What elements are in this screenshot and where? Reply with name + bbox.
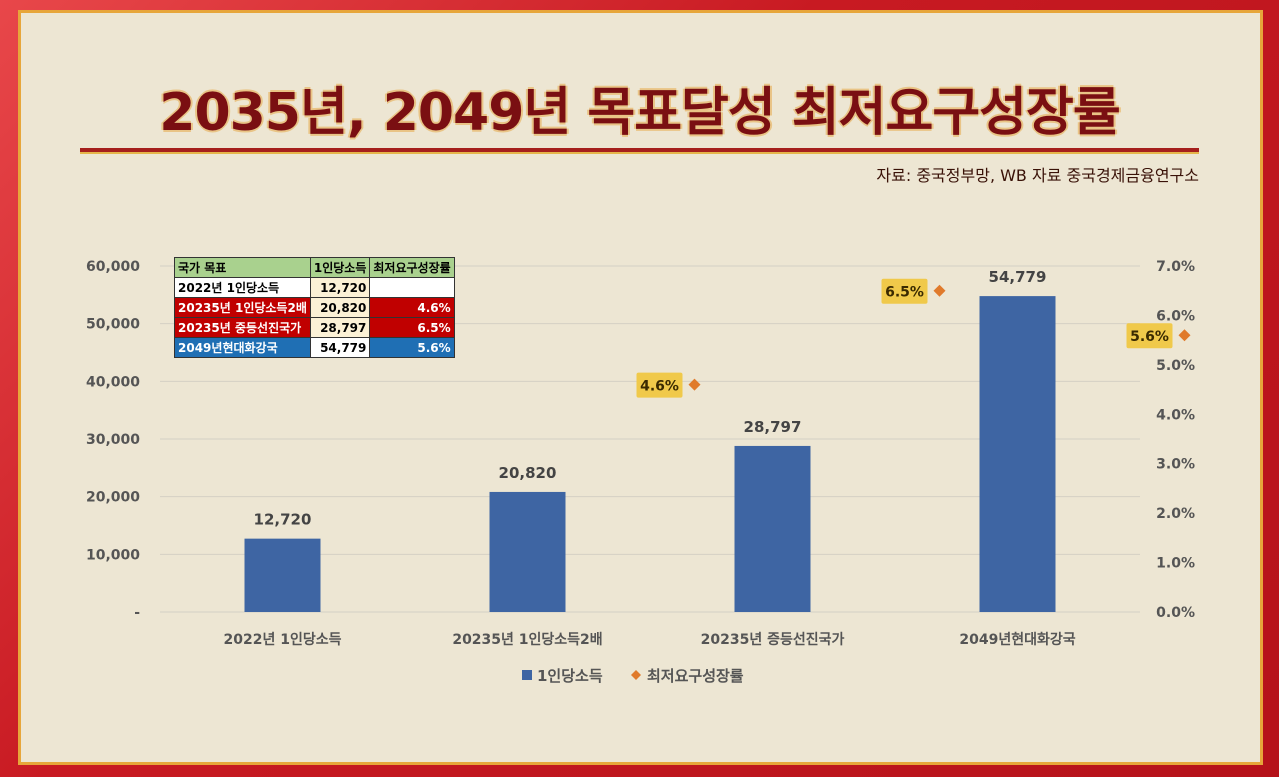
rate-value-label: 6.5% xyxy=(885,285,924,301)
table-cell-name: 2022년 1인당소득 xyxy=(174,277,311,298)
table-cell-rate: 6.5% xyxy=(369,317,455,338)
y-tick-label: - xyxy=(134,605,140,621)
y-tick-label: 50,000 xyxy=(86,317,140,333)
y-tick-label: 60,000 xyxy=(86,259,140,275)
table-row: 2049년현대화강국 54,779 5.6% xyxy=(174,337,455,358)
table-cell-income: 12,720 xyxy=(309,277,371,298)
legend-marker-swatch xyxy=(631,670,641,680)
x-tick-label: 20235년 1인당소득2배 xyxy=(452,631,602,648)
rate-label-box xyxy=(881,278,928,304)
y2-tick-label: 5.0% xyxy=(1156,358,1195,374)
table-cell-name: 20235년 중등선진국가 xyxy=(174,317,311,338)
source-note: 자료: 중국정부망, WB 자료 중국경제금융연구소 xyxy=(876,166,1199,185)
table-cell-income: 28,797 xyxy=(309,317,371,338)
bar-value-label: 54,779 xyxy=(989,268,1047,286)
bar-value-label: 12,720 xyxy=(254,511,312,529)
bar-value-label: 28,797 xyxy=(744,418,802,436)
rate-marker xyxy=(1178,329,1191,342)
table-cell-name: 20235년 1인당소득2배 xyxy=(174,297,311,318)
table-cell-rate: 5.6% xyxy=(369,337,455,358)
table-cell-income: 54,779 xyxy=(309,337,371,358)
x-tick-label: 20235년 증등선진국가 xyxy=(701,631,845,648)
y2-tick-label: 0.0% xyxy=(1156,605,1195,621)
table-header-cell: 최저요구성장률 xyxy=(369,257,455,278)
title-underline xyxy=(80,148,1199,154)
table-header-row: 국가 목표 1인당소득 최저요구성장률 xyxy=(174,257,455,278)
bar xyxy=(489,491,566,612)
table-header-cell: 1인당소득 xyxy=(309,257,371,278)
legend-bar-label: 1인당소득 xyxy=(537,667,603,685)
bar xyxy=(979,296,1056,612)
y2-tick-label: 3.0% xyxy=(1156,457,1195,473)
x-tick-label: 2022년 1인당소득 xyxy=(224,631,342,648)
y2-tick-label: 4.0% xyxy=(1156,407,1195,423)
rate-marker xyxy=(688,378,701,391)
rate-label-box xyxy=(636,372,683,398)
data-table: 국가 목표 1인당소득 최저요구성장률 2022년 1인당소득 12,720 2… xyxy=(174,257,455,358)
table-header-cell: 국가 목표 xyxy=(174,257,311,278)
y2-tick-label: 7.0% xyxy=(1156,259,1195,275)
bar xyxy=(734,445,811,612)
y2-tick-label: 1.0% xyxy=(1156,556,1195,572)
table-cell-rate xyxy=(369,277,455,298)
y-tick-label: 20,000 xyxy=(86,490,140,506)
table-cell-name: 2049년현대화강국 xyxy=(174,337,311,358)
rate-value-label: 5.6% xyxy=(1130,329,1169,345)
page-title: 2035년, 2049년 목표달성 최저요구성장률 xyxy=(159,83,1120,143)
table-row: 20235년 1인당소득2배 20,820 4.6% xyxy=(174,297,455,318)
table-cell-rate: 4.6% xyxy=(369,297,455,318)
x-tick-label: 2049년현대화강국 xyxy=(959,631,1075,648)
legend-bar-swatch xyxy=(522,670,532,680)
table-row: 2022년 1인당소득 12,720 xyxy=(174,277,455,298)
legend-rate-label: 최저요구성장률 xyxy=(647,667,744,685)
table-cell-income: 20,820 xyxy=(309,297,371,318)
table-row: 20235년 중등선진국가 28,797 6.5% xyxy=(174,317,455,338)
y-tick-label: 10,000 xyxy=(86,547,140,563)
bar xyxy=(244,538,321,612)
rate-marker xyxy=(933,284,946,297)
y-tick-label: 30,000 xyxy=(86,432,140,448)
y-tick-label: 40,000 xyxy=(86,374,140,390)
y2-tick-label: 2.0% xyxy=(1156,506,1195,522)
rate-value-label: 4.6% xyxy=(640,379,679,395)
y2-tick-label: 6.0% xyxy=(1156,308,1195,324)
rate-label-box xyxy=(1126,323,1173,349)
bar-value-label: 20,820 xyxy=(499,464,557,482)
